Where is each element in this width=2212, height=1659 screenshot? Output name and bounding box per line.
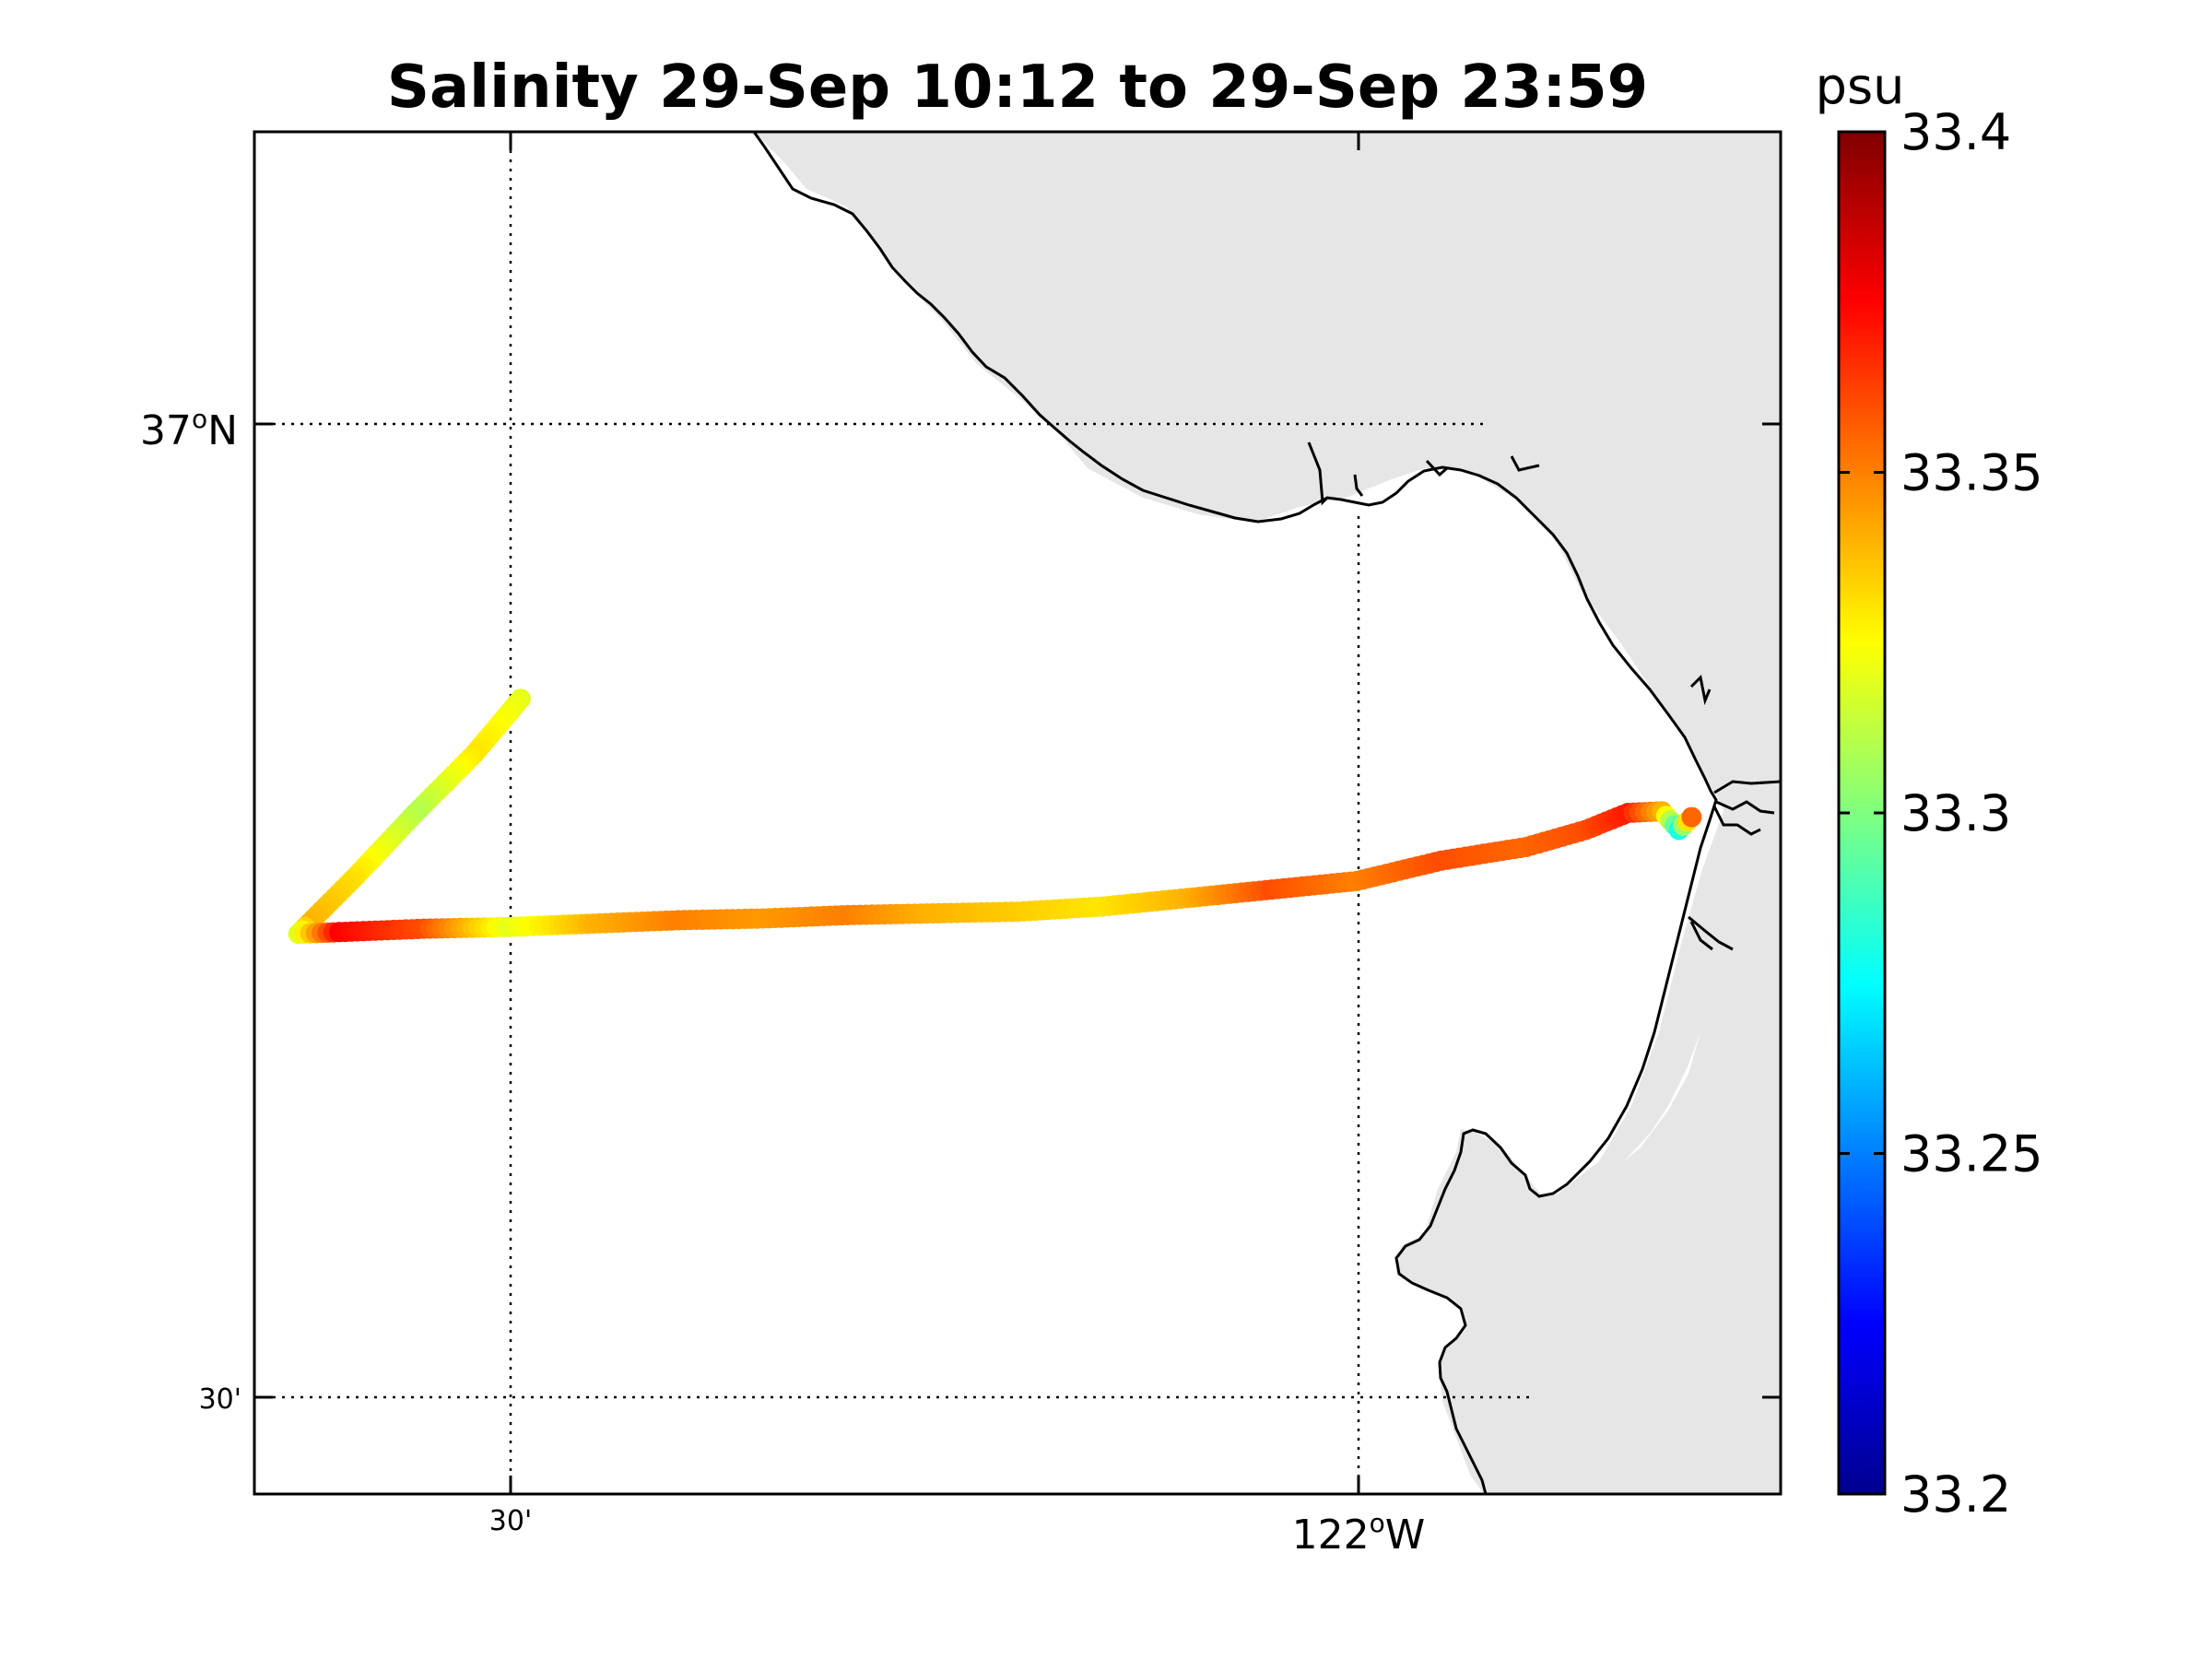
land-mass-north bbox=[754, 132, 1781, 1198]
lat-label-37: 37oN bbox=[140, 404, 238, 454]
colorbar-tick-label: 33.3 bbox=[1900, 784, 2011, 842]
frame-ticks bbox=[254, 132, 1781, 1494]
lat-label-30min: 30' bbox=[199, 1383, 241, 1416]
lon-label-122: 122oW bbox=[1292, 1508, 1426, 1559]
track-point bbox=[1681, 806, 1702, 828]
colorbar-tick-label: 33.25 bbox=[1900, 1125, 2043, 1183]
land-mass-south bbox=[1396, 1032, 1781, 1494]
colorbar-units-label: psu bbox=[1816, 57, 1905, 115]
colorbar-ticks: 33.2 33.25 33.3 33.35 33.4 bbox=[1839, 103, 2043, 1524]
river-detail bbox=[1307, 441, 1781, 951]
colorbar-tick-label: 33.4 bbox=[1900, 103, 2011, 161]
colorbar-tick-label: 33.2 bbox=[1900, 1465, 2011, 1524]
lon-label-30min: 30' bbox=[489, 1505, 532, 1537]
map-frame bbox=[253, 130, 1783, 1496]
salinity-track bbox=[288, 688, 1702, 945]
map-area bbox=[254, 132, 1781, 1494]
chart-title: Salinity 29-Sep 10:12 to 29-Sep 23:59 bbox=[387, 53, 1648, 122]
colorbar: psu 33.2 33.25 33.3 33.35 33.4 bbox=[1816, 57, 2043, 1524]
coastline bbox=[752, 132, 1718, 1494]
colorbar-tick-label: 33.35 bbox=[1900, 444, 2043, 502]
